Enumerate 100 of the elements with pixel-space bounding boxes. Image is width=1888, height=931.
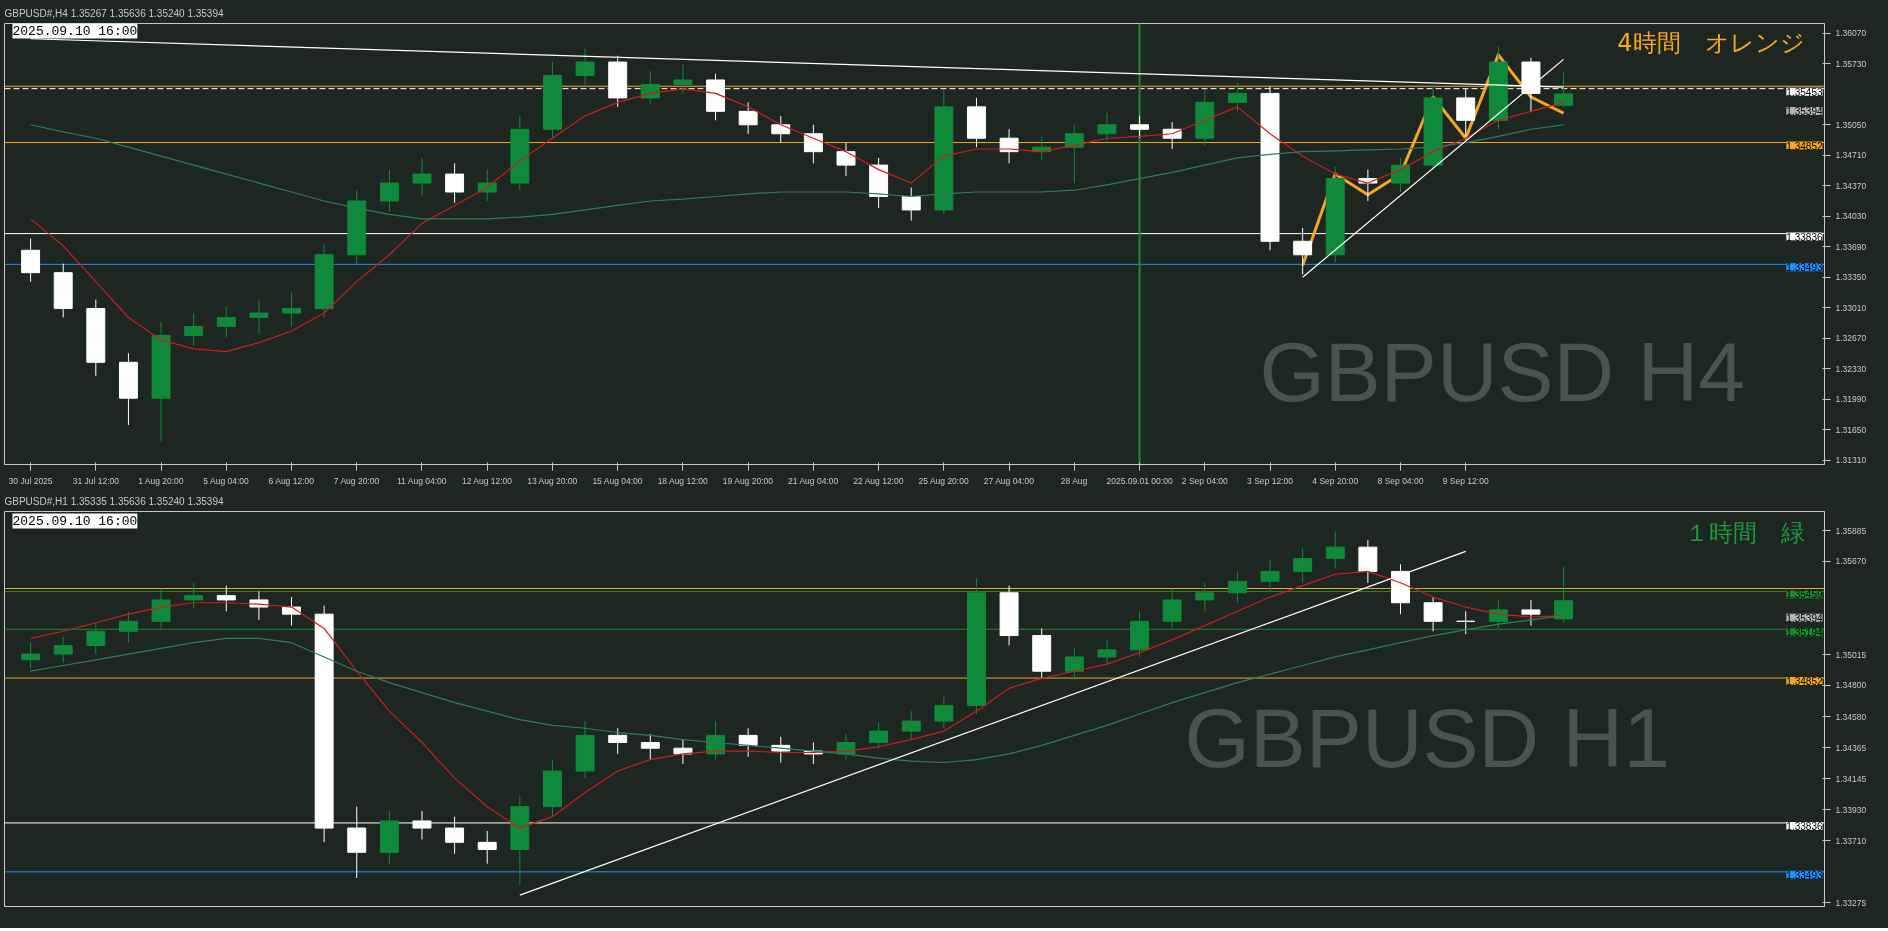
x-tick-label: 7 Aug 20:00 [333,475,380,486]
y-tick-label: 1.32330 [1835,363,1867,374]
candlestick [1227,570,1247,604]
text: 4時間 オレンジ [1617,28,1805,57]
candlestick [184,582,204,609]
candlestick [608,727,628,755]
candlestick [738,727,758,758]
candlestick [379,169,399,213]
x-tick-label: 9 Sep 12:00 [1442,475,1489,486]
candlestick [1064,647,1084,681]
candlestick [1391,157,1410,193]
x-tick-label: 25 Aug 20:00 [918,475,969,486]
candlestick [1456,610,1476,635]
x-tick-label: 30 Jul 2025 [8,475,53,486]
x-tick-label: 2 Sep 04:00 [1181,475,1228,486]
y-tick-label: 1.34710 [1835,150,1867,161]
chart-title: GBPUSD#,H1 1.35335 1.35636 1.35240 1.35394 [4,495,224,507]
candlestick [184,312,204,347]
candlestick [575,48,595,87]
y-tick-label: 1.34365 [1835,742,1867,753]
candlestick [216,585,236,612]
x-tick-label: 27 Aug 04:00 [983,475,1035,486]
y-tick-label: 1.31310 [1835,455,1867,466]
y-tick-label: 1.36070 [1835,28,1867,39]
ref-line-label: 1.33836 [1786,820,1823,832]
text: １時間 緑 [1684,518,1805,547]
candlestick [771,115,791,144]
y-tick-label: 1.33275 [1835,897,1867,908]
candlestick [803,124,823,164]
candlestick [1521,599,1541,627]
x-tick-label: 4 Sep 20:00 [1312,475,1359,486]
candlestick [1554,71,1574,109]
y-tick-label: 1.35670 [1835,556,1867,567]
candlestick [673,739,693,765]
candlestick [640,733,660,761]
candlestick [445,162,465,204]
y-tick-label: 1.31990 [1835,394,1867,405]
ref-line-label: 1.34852 [1786,676,1823,688]
candlestick [477,830,497,865]
ref-line-label: 1.33836 [1786,231,1823,243]
ref-line-label: 1.35459 [1786,589,1823,601]
x-tick-label: 2025.09.01 00:00 [1106,475,1173,486]
candlestick [1162,588,1182,629]
candlestick [901,710,921,741]
candlestick [1195,582,1215,612]
y-tick-label: 1.31650 [1835,424,1867,435]
x-tick-label: 3 Sep 12:00 [1247,475,1294,486]
y-tick-label: 1.32670 [1835,333,1867,344]
ref-line-label: 1.34852 [1786,140,1823,152]
annotation: 2025.09.10 16:00 [12,513,138,529]
candlestick [901,187,921,222]
candlestick [53,636,73,664]
candlestick [1097,639,1117,665]
x-tick-label: 15 Aug 04:00 [592,475,643,486]
y-tick-label: 1.33350 [1835,272,1867,283]
candlestick [934,696,954,729]
line-series [29,124,1565,220]
text: 1.35394 [1786,105,1823,117]
candlestick [1488,599,1508,629]
x-tick-label: 12 Aug 12:00 [461,475,513,486]
y-tick-label: 1.33930 [1835,804,1867,815]
y-tick-label: 1.33710 [1835,835,1867,846]
y-tick-label: 1.34030 [1835,211,1867,222]
candlestick [673,64,693,94]
candlestick [738,101,758,135]
y-tick-label: 1.35885 [1835,525,1867,536]
candlestick [21,642,41,669]
candlestick [151,588,171,629]
candlestick [836,142,856,177]
annotation: 2025.09.10 16:00 [12,23,138,39]
ref-line-label: 1.35453 [1786,86,1823,98]
x-tick-label: 13 Aug 20:00 [527,475,578,486]
x-tick-label: 8 Sep 04:00 [1377,475,1424,486]
x-tick-label: 19 Aug 20:00 [722,475,774,486]
ref-line-label: 1.33493 [1786,869,1823,881]
candlestick [1097,112,1117,144]
y-tick-label: 1.34370 [1835,180,1867,191]
x-tick-label: 31 Jul 12:00 [72,475,120,486]
y-tick-label: 1.34800 [1835,680,1867,691]
candlestick [118,610,138,644]
y-tick-label: 1.35015 [1835,649,1867,660]
x-tick-label: 18 Aug 12:00 [657,475,709,486]
candlestick [216,306,236,338]
chart-title: GBPUSD#,H4 1.35267 1.35636 1.35240 1.35394 [4,7,224,19]
ref-line-label: 1.35194 [1786,627,1823,639]
ref-line-label: 1.33493 [1786,262,1823,274]
candlestick [1293,548,1313,584]
candlestick [1554,565,1574,624]
candlestick [1423,596,1443,632]
candlestick [21,238,41,283]
candlestick [1130,115,1150,139]
x-tick-label: 21 Aug 04:00 [788,475,839,486]
y-tick-label: 1.34145 [1835,773,1867,784]
candlestick [282,291,301,327]
x-tick-label: 6 Aug 12:00 [268,475,315,486]
x-tick-label: 5 Aug 04:00 [203,475,250,486]
candlestick [249,299,269,335]
candlestick [86,622,106,655]
x-tick-label: 11 Aug 04:00 [397,475,447,486]
candlestick [1325,530,1345,570]
